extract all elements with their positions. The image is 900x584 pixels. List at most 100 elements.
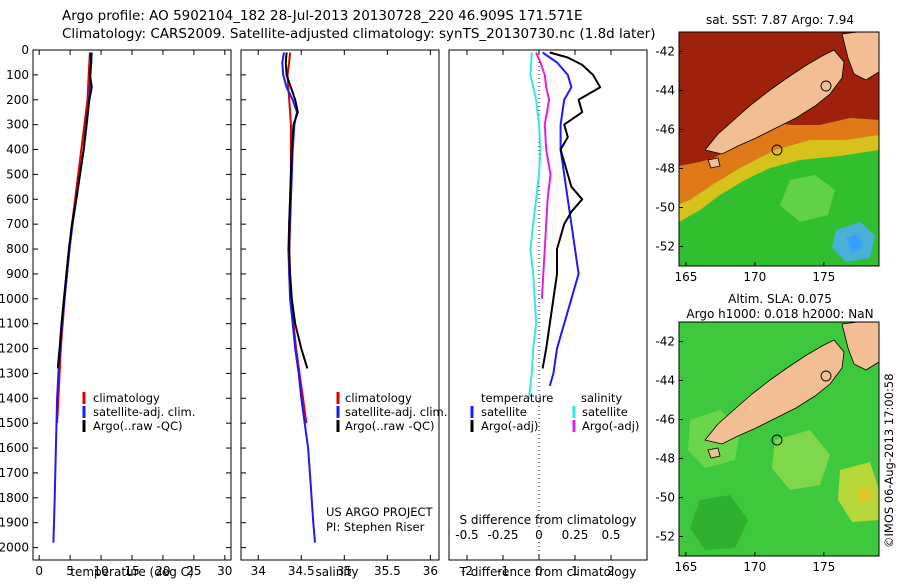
- salinity-legend: climatology satellite-adj. clim. Argo(..…: [336, 391, 447, 433]
- y-tick-label: 1500: [0, 416, 29, 430]
- y-tick-label: -48: [655, 162, 675, 176]
- y-tick-label: -52: [655, 240, 675, 254]
- temperature-axes-box: [32, 49, 232, 561]
- y-tick-label: -50: [655, 201, 675, 215]
- y-tick-label: 1700: [0, 466, 29, 480]
- difference-panel: -2 -1 0 1 2 -0.5 -0.25 0 0.25 0.5 T difference f…: [448, 49, 648, 579]
- y-tick-label: 200: [6, 93, 29, 107]
- stewart-island-land: [707, 447, 721, 459]
- y-tick-label: -52: [655, 530, 675, 544]
- x-tick-label: 34.5: [288, 564, 315, 578]
- y-tick-label: -44: [655, 374, 675, 388]
- sst-yellow-band: [679, 135, 879, 222]
- x-tick-label: 35.5: [374, 564, 401, 578]
- x-tick-label: 15: [124, 564, 139, 578]
- x-tick-label-salinity: 0.5: [601, 528, 620, 542]
- contour-ring: [820, 370, 832, 382]
- temperature-panel: 0100200300400500600700800900100011001200…: [0, 43, 232, 579]
- y-tick-label: 300: [6, 118, 29, 132]
- y-tick-label: 800: [6, 242, 29, 256]
- south-island-land: [704, 339, 845, 445]
- y-tick-label: 2000: [0, 541, 29, 555]
- sst-cool-patch-inner: [846, 234, 864, 254]
- x-tick-label: 34: [251, 564, 266, 578]
- difference-xlabel-t: T difference from climatology: [459, 565, 637, 579]
- salinity-xticks: 34 34.5 35 35.5 36: [251, 50, 438, 578]
- x-tick-label: 165: [674, 270, 697, 284]
- salinity-yticks: [241, 49, 246, 549]
- temperature-xticks: 0 5 10 15 20 25 30: [35, 50, 232, 578]
- y-tick-label: -50: [655, 491, 675, 505]
- salinity-panel: 34 34.5 35 35.5 36 salinity climatology sate…: [240, 49, 447, 579]
- y-tick-label: 700: [6, 217, 29, 231]
- sst-map-ticks: 165 170 175 -42 -44 -46 -48 -50 -52: [655, 45, 835, 285]
- series-line: [284, 52, 309, 369]
- x-tick-label-salinity: -0.5: [455, 528, 478, 542]
- project-label: US ARGO PROJECT: [326, 505, 434, 519]
- imos-timestamp: ©IMOS 06-Aug-2013 17:00:58: [882, 373, 896, 548]
- y-tick-label: 1300: [0, 366, 29, 380]
- header-line-1: Argo profile: AO 5902104_182 28-Jul-2013…: [62, 8, 583, 24]
- sla-map-panel: Altim. SLA: 0.075 Argo h1000: 0.018 h200…: [655, 292, 896, 574]
- y-tick-label: 600: [6, 192, 29, 206]
- y-tick-label: 100: [6, 68, 29, 82]
- legend-t-argo-label: Argo(-adj): [481, 419, 538, 433]
- sst-heatmap: [679, 32, 879, 266]
- x-tick-label: 165: [674, 560, 697, 574]
- x-tick-label: 25: [186, 564, 201, 578]
- x-tick-label: 35: [337, 564, 352, 578]
- sla-light-patch-2: [772, 430, 830, 490]
- argo-position-marker: [771, 144, 783, 156]
- difference-xticks-salinity: -0.5-0.2500.250.5: [455, 528, 620, 542]
- y-tick-label: 1400: [0, 391, 29, 405]
- x-tick-label: -2: [461, 564, 473, 578]
- south-island-land: [704, 49, 845, 155]
- y-tick-label: 1000: [0, 292, 29, 306]
- series-line: [535, 52, 552, 299]
- temperature-xlabel: temperature (deg C): [70, 565, 193, 579]
- legend-argo-label: Argo(..raw -QC): [345, 419, 435, 433]
- y-tick-label: -42: [655, 335, 675, 349]
- sst-orange-band: [679, 118, 879, 204]
- y-tick-label: 0: [21, 43, 29, 57]
- x-tick-label: 5: [66, 564, 74, 578]
- legend-satellite-label: satellite-adj. clim.: [345, 405, 447, 419]
- legend-climatology-label: climatology: [93, 391, 160, 405]
- x-tick-label: -1: [497, 564, 509, 578]
- sla-map-title-2: Argo h1000: 0.018 h2000: NaN: [686, 307, 873, 321]
- contour-ring: [820, 80, 832, 92]
- stewart-island-land: [707, 157, 721, 169]
- series-line: [281, 52, 316, 543]
- legend-t-satellite-label: satellite: [481, 405, 527, 419]
- x-tick-label: 175: [812, 270, 835, 284]
- difference-legend: temperature salinity satellite Argo(-adj…: [470, 391, 639, 433]
- legend-climatology-label: climatology: [345, 391, 412, 405]
- y-tick-label: 400: [6, 143, 29, 157]
- y-tick-label: 1900: [0, 516, 29, 530]
- x-tick-label: 170: [743, 560, 766, 574]
- difference-xticks: -2 -1 0 1 2: [461, 50, 615, 578]
- y-tick-label: 1600: [0, 441, 29, 455]
- legend-s-satellite-label: satellite: [582, 405, 628, 419]
- y-tick-label: 1200: [0, 342, 29, 356]
- series-line: [541, 51, 602, 369]
- x-tick-label: 20: [155, 564, 170, 578]
- y-tick-label: -46: [655, 413, 675, 427]
- header-line-2: Climatology: CARS2009. Satellite-adjuste…: [62, 26, 655, 42]
- y-tick-label: 900: [6, 267, 29, 281]
- sla-map-ticks: 165 170 175 -42 -44 -46 -48 -50 -52: [655, 335, 835, 575]
- y-tick-label: -42: [655, 45, 675, 59]
- salinity-axes-box: [240, 49, 440, 561]
- series-line: [56, 52, 91, 424]
- sst-map-title: sat. SST: 7.87 Argo: 7.94: [706, 13, 854, 27]
- x-tick-label-salinity: -0.25: [487, 528, 518, 542]
- y-tick-label: 1100: [0, 317, 29, 331]
- x-tick-label: 30: [217, 564, 232, 578]
- series-line: [56, 52, 93, 369]
- x-tick-label: 0: [35, 564, 43, 578]
- y-tick-label: 1800: [0, 491, 29, 505]
- x-tick-label: 0: [535, 564, 543, 578]
- legend-s-argo-label: Argo(-adj): [582, 419, 639, 433]
- north-island-land: [841, 322, 879, 371]
